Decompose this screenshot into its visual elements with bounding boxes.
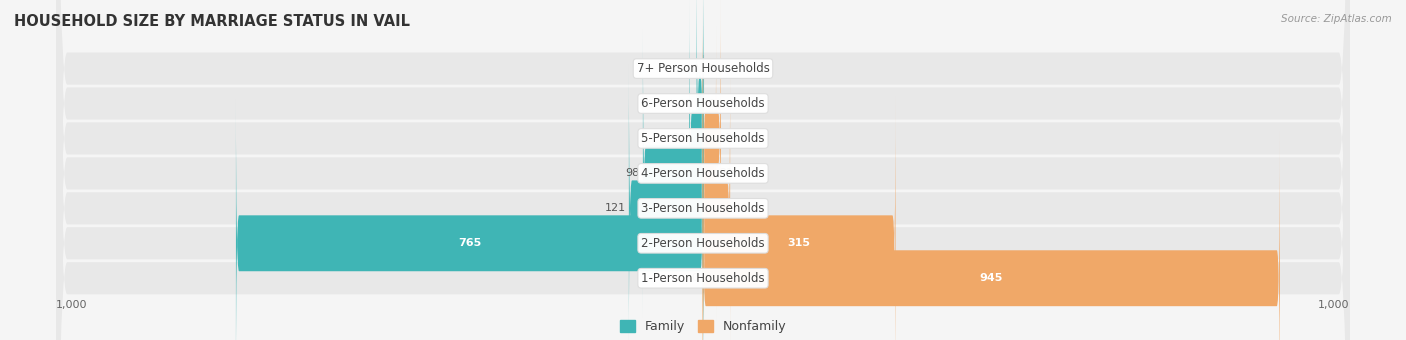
Text: 3-Person Households: 3-Person Households [641, 202, 765, 215]
FancyBboxPatch shape [56, 0, 1350, 340]
FancyBboxPatch shape [703, 27, 716, 320]
Text: 5-Person Households: 5-Person Households [641, 132, 765, 145]
Text: 21: 21 [720, 168, 734, 179]
Text: 765: 765 [458, 238, 481, 248]
Text: 1,000: 1,000 [56, 300, 87, 310]
FancyBboxPatch shape [56, 0, 1350, 340]
Text: 98: 98 [626, 168, 640, 179]
Text: 0: 0 [707, 99, 714, 108]
Text: 0: 0 [707, 64, 714, 73]
Text: 4-Person Households: 4-Person Households [641, 167, 765, 180]
Text: 315: 315 [787, 238, 811, 248]
FancyBboxPatch shape [703, 62, 730, 340]
Text: HOUSEHOLD SIZE BY MARRIAGE STATUS IN VAIL: HOUSEHOLD SIZE BY MARRIAGE STATUS IN VAI… [14, 14, 411, 29]
Text: 6-Person Households: 6-Person Households [641, 97, 765, 110]
FancyBboxPatch shape [56, 0, 1350, 340]
Text: 10: 10 [679, 99, 693, 108]
FancyBboxPatch shape [703, 0, 721, 285]
FancyBboxPatch shape [628, 62, 703, 340]
Text: 44: 44 [734, 203, 748, 213]
Text: 7+ Person Households: 7+ Person Households [637, 62, 769, 75]
Text: 29: 29 [724, 134, 738, 143]
Text: 121: 121 [605, 203, 626, 213]
FancyBboxPatch shape [696, 0, 703, 250]
Text: Source: ZipAtlas.com: Source: ZipAtlas.com [1281, 14, 1392, 23]
FancyBboxPatch shape [703, 132, 1279, 340]
Text: 945: 945 [980, 273, 1002, 283]
Text: 22: 22 [672, 134, 686, 143]
FancyBboxPatch shape [689, 0, 703, 285]
FancyBboxPatch shape [236, 97, 703, 340]
FancyBboxPatch shape [643, 27, 703, 320]
FancyBboxPatch shape [703, 97, 896, 340]
Text: 0: 0 [692, 64, 699, 73]
FancyBboxPatch shape [56, 0, 1350, 340]
FancyBboxPatch shape [56, 0, 1350, 340]
Text: 1,000: 1,000 [1319, 300, 1350, 310]
Legend: Family, Nonfamily: Family, Nonfamily [614, 315, 792, 338]
FancyBboxPatch shape [56, 0, 1350, 340]
Text: 1-Person Households: 1-Person Households [641, 272, 765, 285]
Text: 2-Person Households: 2-Person Households [641, 237, 765, 250]
Text: 0: 0 [692, 273, 699, 283]
FancyBboxPatch shape [56, 0, 1350, 340]
